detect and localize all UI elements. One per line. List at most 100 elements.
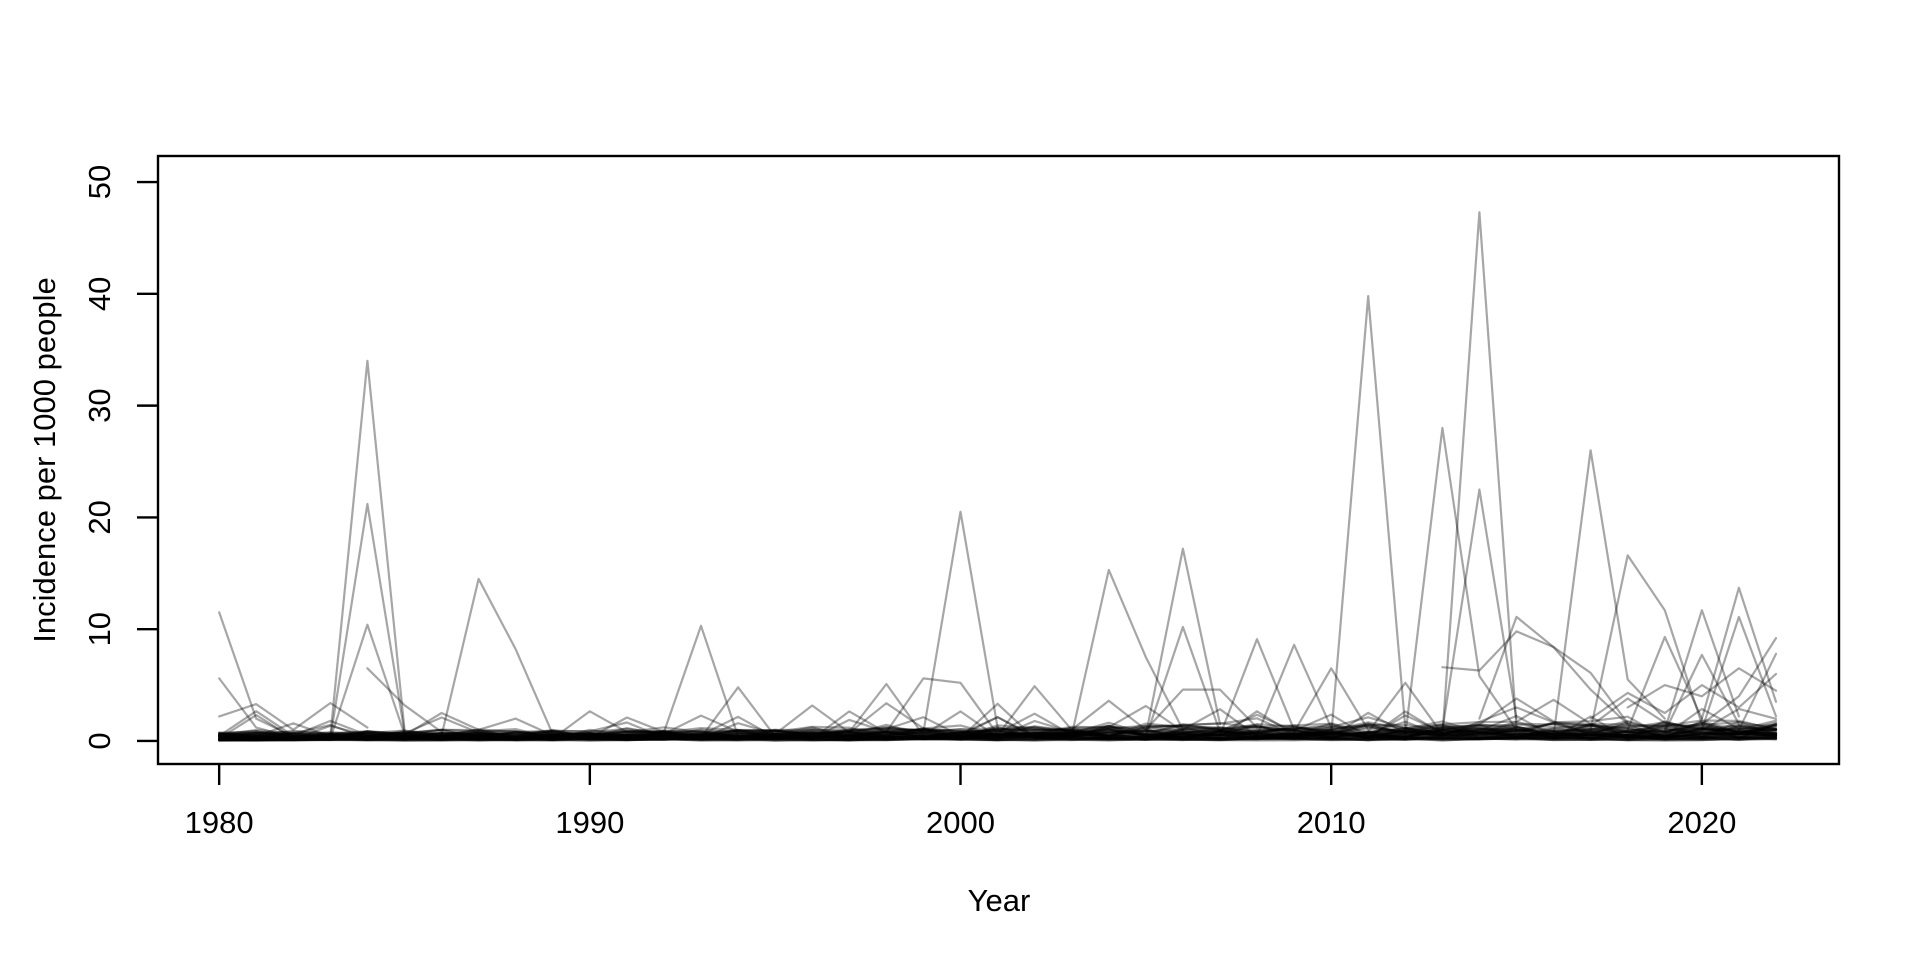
background-line <box>218 736 1778 742</box>
series-line <box>1589 554 1704 731</box>
background-line <box>218 717 1778 739</box>
background-line <box>218 720 1778 741</box>
series-line <box>1144 688 1259 731</box>
series-line <box>1441 630 1629 725</box>
series-line <box>1255 643 1333 737</box>
background-line <box>218 707 1778 740</box>
series-line <box>588 624 740 739</box>
background-line <box>218 730 1778 741</box>
background-line <box>218 708 1778 740</box>
background-line <box>218 714 1778 741</box>
series-line <box>1441 211 1518 737</box>
series-line <box>1144 547 1222 737</box>
series-line <box>885 677 999 736</box>
series-line <box>218 611 295 738</box>
series-line <box>1663 609 1741 731</box>
background-line <box>218 726 1778 741</box>
series-line <box>366 667 443 734</box>
background-line <box>218 714 1778 741</box>
series-line <box>1626 667 1778 709</box>
background-line <box>218 716 1778 741</box>
background-line <box>218 727 1778 741</box>
series-line <box>403 711 554 737</box>
background-line <box>218 734 1778 742</box>
series-line <box>1737 652 1778 731</box>
series-line <box>1367 681 1444 736</box>
series-line <box>440 577 591 739</box>
series-line <box>1292 667 1370 734</box>
y-tick-label: 20 <box>82 500 117 534</box>
background-line <box>218 724 1778 741</box>
background-line <box>218 732 1778 742</box>
series-line <box>1441 488 1518 731</box>
series-line <box>1070 568 1185 737</box>
series-line <box>922 510 999 734</box>
series-line <box>329 359 406 737</box>
background-line <box>218 725 1778 741</box>
background-line <box>218 726 1778 741</box>
y-tick-label: 10 <box>82 612 117 646</box>
x-tick-label: 1990 <box>555 805 624 840</box>
background-line <box>218 716 1778 741</box>
background-line <box>218 715 1778 741</box>
background-line <box>218 697 1778 741</box>
background-line <box>218 733 1778 742</box>
series-line <box>996 685 1147 737</box>
background-line <box>218 721 1778 742</box>
background-line <box>218 730 1778 742</box>
y-tick-label: 40 <box>82 277 117 311</box>
background-line <box>218 736 1778 742</box>
series-line <box>1663 653 1741 734</box>
series-line <box>329 502 406 739</box>
background-line <box>218 723 1778 741</box>
y-tick-label: 50 <box>82 165 117 199</box>
series-line <box>1552 449 1666 737</box>
x-tick-label: 2010 <box>1297 805 1366 840</box>
background-line <box>218 715 1778 740</box>
series-line <box>1700 586 1778 720</box>
background-line <box>218 697 1778 740</box>
series-line <box>848 682 925 737</box>
background-line <box>218 713 1778 741</box>
series-line <box>1700 615 1778 731</box>
x-axis-tick-labels: 1980 1990 2000 2010 2020 <box>185 805 1737 840</box>
series-line <box>329 623 406 740</box>
y-axis-tick-labels: 0 10 20 30 40 50 <box>82 165 117 750</box>
background-line <box>218 725 1778 742</box>
background-line <box>218 712 1778 740</box>
background-line <box>218 710 1778 740</box>
background-line <box>218 736 1778 742</box>
y-tick-label: 30 <box>82 388 117 422</box>
plot-frame <box>156 154 1841 766</box>
background-line <box>218 734 1778 742</box>
background-line <box>218 716 1778 742</box>
series-line <box>218 677 295 739</box>
background-line <box>218 729 1778 742</box>
background-line <box>218 710 1778 740</box>
background-line <box>218 724 1778 742</box>
y-axis-ticks <box>137 180 158 743</box>
y-tick-label: 0 <box>82 732 117 749</box>
background-line <box>218 733 1778 742</box>
series-line <box>1218 638 1296 737</box>
background-line <box>218 720 1778 740</box>
background-line <box>218 707 1778 741</box>
background-line <box>218 710 1778 740</box>
x-tick-label: 2020 <box>1667 805 1736 840</box>
y-axis-title: Incidence per 1000 people <box>27 277 62 642</box>
series-line <box>1626 635 1704 731</box>
background-line <box>218 704 1778 740</box>
series-line <box>1700 636 1778 726</box>
background-series-lines <box>218 697 1778 742</box>
x-axis-ticks <box>217 764 1704 785</box>
series-line <box>1404 426 1518 737</box>
series-line <box>1330 295 1407 737</box>
background-line <box>218 726 1778 742</box>
background-line <box>218 735 1778 742</box>
series-line <box>218 701 369 731</box>
series-line <box>1144 625 1222 739</box>
highlight-series-lines <box>218 211 1778 740</box>
